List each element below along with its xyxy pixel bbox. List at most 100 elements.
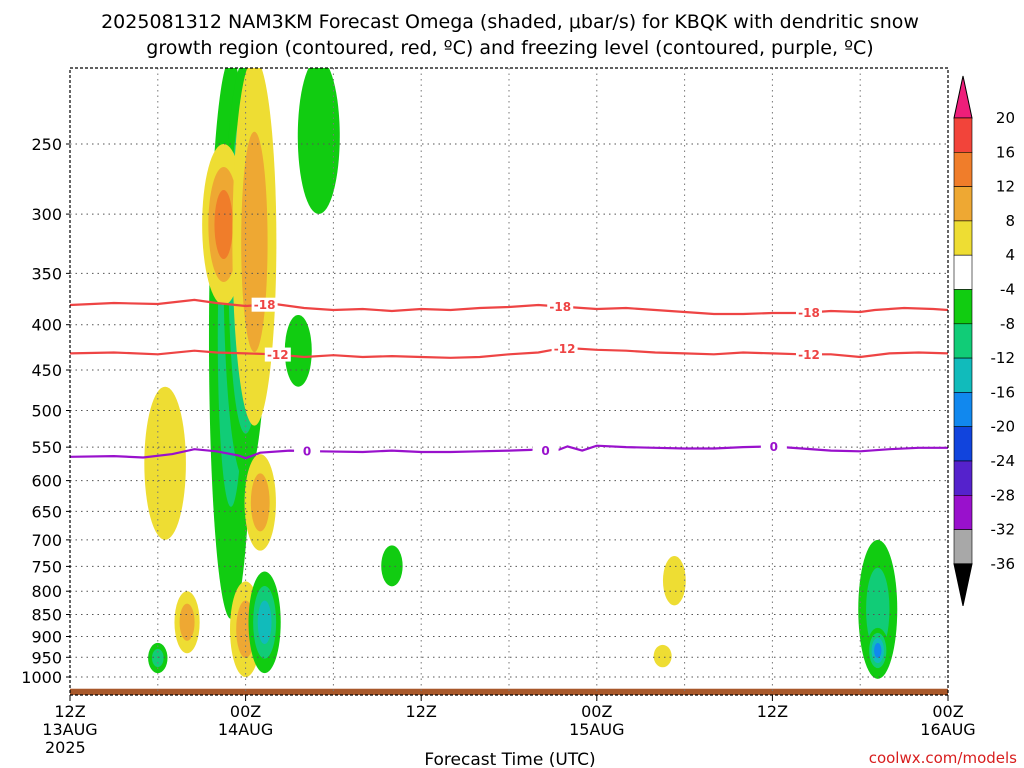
colorbar-segment [953,289,973,325]
colorbar-segment [953,254,973,290]
y-tick-label: 800 [31,582,62,601]
y-tick-label: 950 [31,648,62,667]
omega-region [144,386,186,540]
colorbar-label: 12 [996,178,1015,196]
colorbar-segment [953,186,973,222]
contour-label: 0 [541,444,549,458]
colorbar-label: -36 [991,555,1016,573]
x-tick-label: 12Z [406,702,437,721]
contour-label-bg [264,347,291,362]
omega-region [653,644,672,668]
x-tick-label: 15AUG [569,720,624,739]
x-tick-label: 00Z [230,702,261,721]
colorbar-segment [953,494,973,530]
colorbar-label: 8 [1005,212,1015,230]
contour-label: -12 [267,348,289,362]
terrain-strip [70,688,948,695]
contours: -18 -18 -18 -12 -12 -12 0 0 0 [70,297,948,460]
contour-label-bg [294,444,321,459]
y-tick-label: 500 [31,402,62,421]
y-axis: 250 300 350 400 450 500 550 600 650 700 750 800 850 9… [21,135,70,687]
contour-label-bg [532,443,559,458]
colorbar-top-arrow [953,75,973,119]
contour-label: -18 [549,300,571,314]
colorbar-segment [953,426,973,462]
omega-region [257,600,272,645]
colorbar-label: 16 [996,143,1015,161]
y-tick-label: 250 [31,135,62,154]
contour-label: -12 [554,342,576,356]
colorbar-label: -8 [1000,315,1015,333]
omega-region [179,603,195,641]
y-tick-label: 900 [31,627,62,646]
plot-area: -18 -18 -18 -12 -12 -12 0 0 0 [69,67,949,696]
contour-label: -12 [798,348,820,362]
y-tick-label: 650 [31,502,62,521]
x-tick-label: 14AUG [218,720,273,739]
x-tick-label: 12Z [757,702,788,721]
omega-region [874,642,882,658]
contour-label-bg [547,299,574,314]
y-tick-label: 600 [31,472,62,491]
colorbar: 20 16 12 8 4 -4 -8 -12 -16 -20 -24 -28 -32 -36 [953,75,1016,607]
x-tick-label: 2025 [45,738,86,757]
colorbar-segment [953,529,973,565]
omega-region [250,473,270,532]
colorbar-bottom-arrow [953,563,973,607]
colorbar-label: -20 [991,418,1016,436]
colorbar-label: -32 [991,521,1016,539]
omega-region [866,567,890,652]
x-tick-label: 00Z [932,702,963,721]
omega-region [297,68,340,215]
contour-label: 0 [303,445,311,459]
omega-region [241,131,268,353]
y-tick-label: 700 [31,531,62,550]
colorbar-segment [953,357,973,393]
colorbar-segment [953,460,973,496]
y-tick-label: 300 [31,205,62,224]
colorbar-label: -12 [991,349,1016,367]
y-tick-label: 1000 [21,668,62,687]
contour-label: -18 [798,306,820,320]
colorbar-label: -28 [991,486,1016,504]
y-tick-label: 850 [31,606,62,625]
x-axis-label: Forecast Time (UTC) [424,750,595,768]
colorbar-label: 20 [996,109,1015,127]
contour-label-bg [551,341,578,356]
colorbar-label: -24 [991,452,1016,470]
contour-label: 0 [770,440,778,454]
x-tick-label: 00Z [581,702,612,721]
colorbar-segment [953,323,973,359]
colorbar-label: -4 [1000,281,1015,299]
omega-region [284,314,312,387]
y-tick-label: 750 [31,557,62,576]
omega-region [381,545,403,587]
omega-region [662,555,686,606]
omega-region [214,189,233,259]
colorbar-label: 4 [1005,246,1015,264]
colorbar-segment [953,392,973,427]
colorbar-segment [953,117,973,153]
plot-frame [69,67,949,696]
credit-text: coolwx.com/models [869,749,1017,767]
colorbar-segment [953,220,973,256]
y-tick-label: 400 [31,316,62,335]
contour-line--18 [70,298,948,316]
x-tick-label: 12Z [54,702,85,721]
y-tick-label: 450 [31,361,62,380]
contour-label-bg [251,297,278,312]
contour-label: -18 [254,298,276,312]
x-tick-label: 16AUG [920,720,975,739]
chart-title-line-2: growth region (contoured, red, ºC) and f… [146,37,873,59]
x-tick-label: 13AUG [42,720,97,739]
contour-label-bg [795,305,822,320]
chart-title-line-1: 2025081312 NAM3KM Forecast Omega (shaded… [101,11,919,33]
contour-label-bg [795,347,822,362]
contour-label-bg [760,439,787,454]
y-tick-label: 550 [31,438,62,457]
colorbar-label: -16 [991,383,1016,401]
colorbar-segment [953,152,973,187]
grid [70,68,948,695]
